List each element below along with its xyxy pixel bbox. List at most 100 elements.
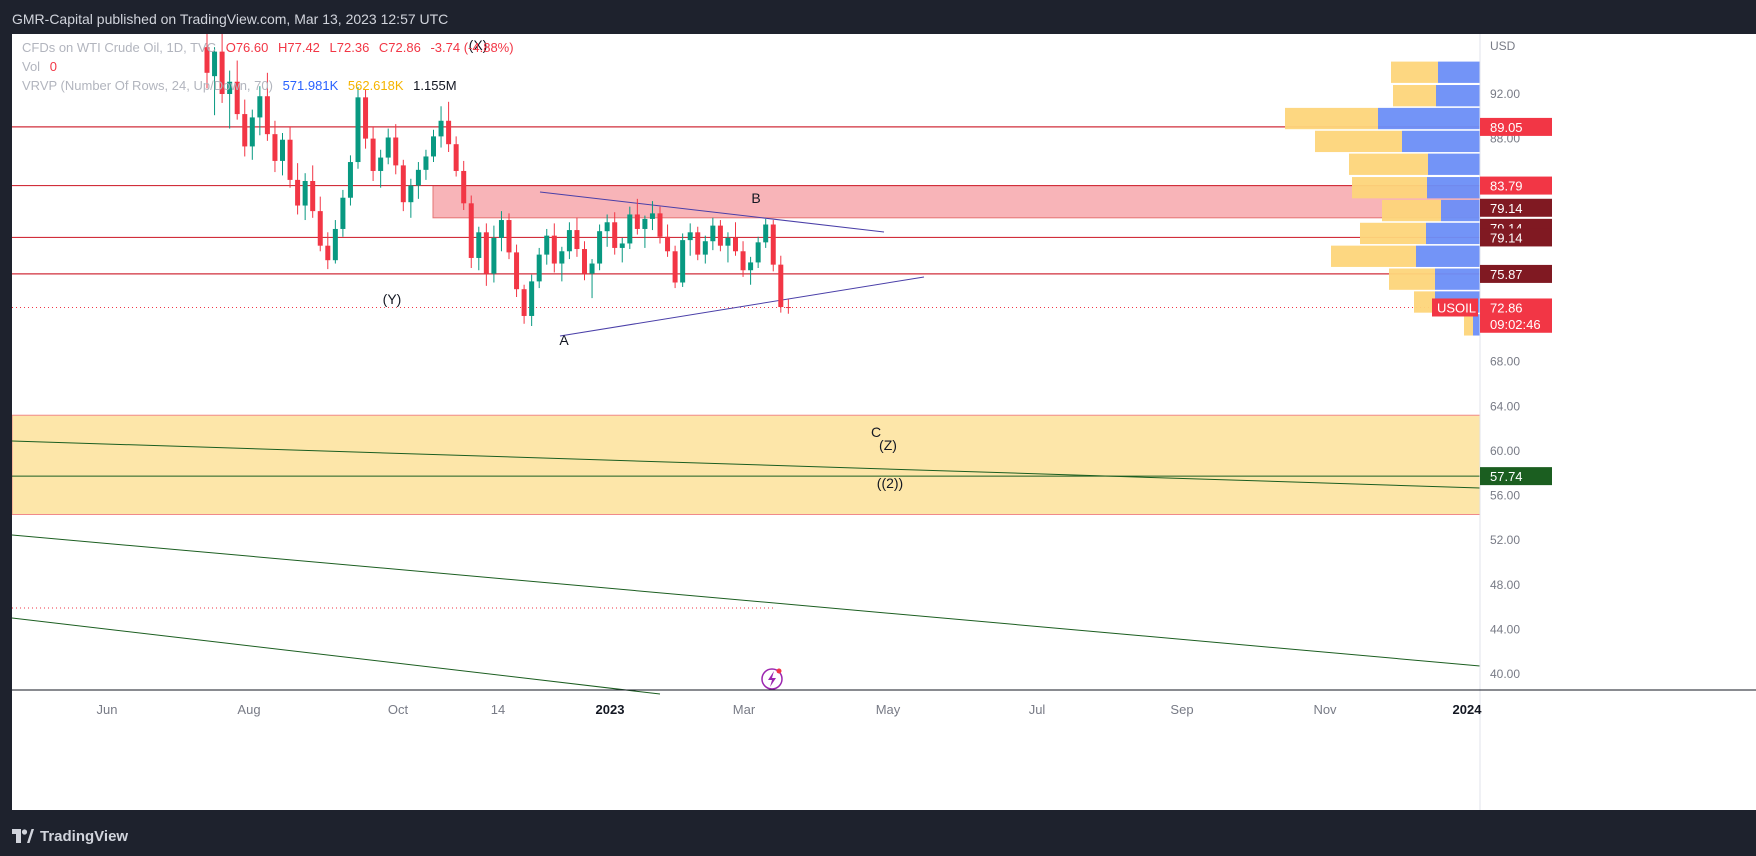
candle-body	[755, 242, 761, 263]
time-tick-label: May	[876, 702, 901, 717]
candle-body	[461, 170, 467, 204]
candle-body	[219, 51, 225, 94]
candle-body	[498, 220, 504, 238]
price-tick-label: 56.00	[1490, 489, 1520, 503]
candle-body	[370, 138, 376, 171]
legend-low: L72.36	[329, 40, 370, 55]
time-tick-label: Jun	[97, 702, 118, 717]
candle-body	[446, 120, 452, 145]
candle-body	[242, 114, 248, 147]
vp-bar-down	[1331, 245, 1416, 267]
candle-body	[408, 185, 414, 203]
lightning-icon	[761, 668, 783, 690]
candle-body	[642, 218, 648, 229]
vp-bar-down	[1464, 314, 1473, 336]
candle-body	[378, 157, 384, 171]
wave-label: A	[559, 332, 569, 348]
candle-body	[634, 214, 640, 229]
price-tick-label: 48.00	[1490, 578, 1520, 592]
candle-body	[212, 51, 218, 77]
candle-body	[302, 181, 308, 206]
legend-open: O76.60	[225, 40, 269, 55]
candle-body	[227, 81, 233, 94]
candle-body	[529, 281, 535, 316]
price-tick-label: 40.00	[1490, 667, 1520, 681]
vp-bar-down	[1393, 85, 1436, 107]
candle-body	[347, 162, 353, 198]
publish-bar: GMR-Capital published on TradingView.com…	[0, 0, 1756, 34]
candle-body	[710, 225, 716, 242]
candle-body	[295, 179, 301, 206]
price-tick-label: 60.00	[1490, 444, 1520, 458]
candle-body	[476, 232, 482, 258]
chart-panel[interactable]: (X) (Y) A B C (Z) ((2)) USD 92.00 88.00 68.00 64.0…	[12, 34, 1756, 810]
candle-body	[612, 222, 618, 248]
candle-body	[717, 225, 723, 246]
candle-body	[725, 237, 731, 246]
price-tick-label: 52.00	[1490, 533, 1520, 547]
legend-high: H77.42	[277, 40, 320, 55]
price-badge	[1480, 314, 1552, 333]
candle-body	[566, 230, 572, 252]
legend-change: -3.74 (-4.88%)	[430, 40, 514, 55]
price-badge-label: 83.79	[1490, 179, 1523, 194]
footer-brand[interactable]: TradingView	[12, 826, 128, 846]
time-tick-label: Aug	[237, 702, 260, 717]
candle-body	[551, 235, 557, 264]
candle-body	[695, 232, 701, 255]
candle-body	[778, 264, 784, 308]
time-tick-label: 2023	[596, 702, 625, 717]
vp-bar-down	[1352, 177, 1427, 199]
price-chart[interactable]: (X)(Y)ABC(Z)((2)) USD92.0088.0068.0064.0…	[12, 34, 1756, 810]
wave-label: B	[751, 190, 760, 206]
candle-body	[363, 97, 369, 139]
candle-body	[400, 165, 406, 203]
candle-body	[665, 236, 671, 252]
supply-zone	[432, 185, 1481, 219]
vp-bar-up	[1438, 61, 1480, 83]
legend-volume-row: Vol 0	[22, 59, 63, 74]
candle-body	[514, 252, 520, 290]
vp-bar-up	[1441, 199, 1480, 222]
time-tick-label: Nov	[1313, 702, 1337, 717]
vp-bar-down	[1349, 153, 1428, 175]
vp-bar-down	[1391, 61, 1438, 83]
candle-body	[280, 139, 285, 161]
price-badge-label: 89.05	[1490, 120, 1523, 135]
symbol-tag-label: USOIL	[1437, 300, 1476, 315]
triangle-upper-line	[539, 191, 885, 233]
candle-body	[740, 251, 746, 271]
candle-body	[574, 230, 580, 250]
tradingview-logo-icon	[12, 829, 34, 843]
candle-body	[234, 81, 240, 115]
wave-label: C	[871, 424, 881, 440]
wave-label: (Y)	[383, 291, 402, 307]
candle-body	[657, 213, 663, 237]
currency-label: USD	[1490, 39, 1516, 53]
candle-body	[597, 231, 603, 264]
vp-bar-up	[1473, 314, 1480, 336]
candle-body	[506, 220, 512, 253]
symbol-tag	[1432, 298, 1478, 317]
price-badge-label: 09:02:46	[1490, 317, 1541, 332]
price-badge-label: 79.14	[1490, 230, 1523, 245]
candle-body	[325, 245, 331, 261]
vp-bar-down	[1382, 199, 1441, 222]
price-badge-label: 79.14	[1490, 201, 1523, 216]
vp-bar-down	[1360, 222, 1426, 245]
time-tick-label: Jul	[1029, 702, 1046, 717]
candle-body	[317, 211, 323, 246]
vp-bar-down	[1389, 268, 1435, 290]
notification-dot-icon	[776, 668, 782, 674]
candle-body	[431, 136, 436, 157]
candle-body	[287, 139, 293, 180]
publish-info: GMR-Capital published on TradingView.com…	[12, 11, 449, 27]
vp-bar-up	[1436, 85, 1480, 107]
candle-body	[423, 156, 429, 170]
candle-body	[687, 232, 693, 241]
legend-close: C72.86	[378, 40, 421, 55]
footer-brand-label: TradingView	[40, 827, 129, 845]
candle-body	[204, 47, 210, 73]
candle-body	[672, 251, 678, 283]
legend-vol-value: 0	[49, 59, 57, 74]
